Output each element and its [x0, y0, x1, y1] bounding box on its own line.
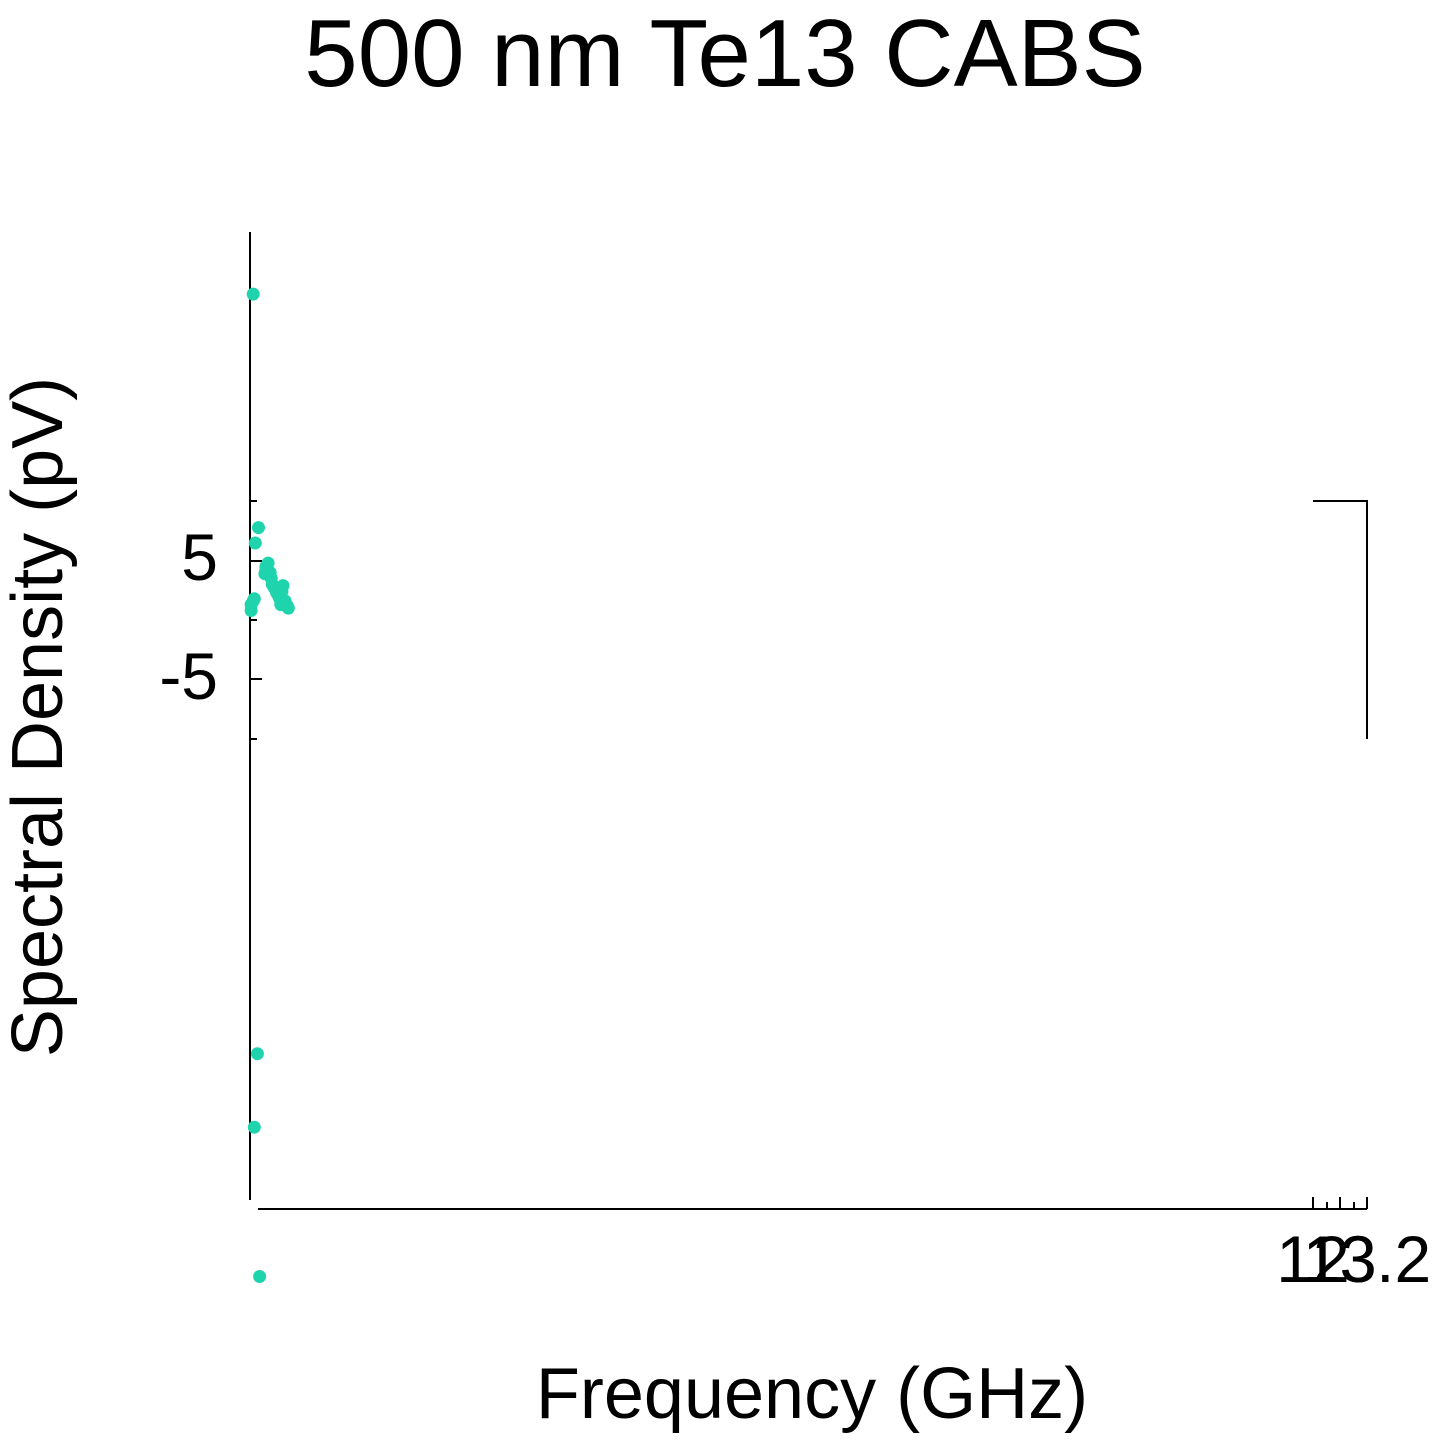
x-axis-label: Frequency (GHz) [536, 1354, 1088, 1434]
inset-frame [1313, 500, 1368, 739]
y-axis-label: Spectral Density (pV) [0, 377, 78, 1057]
y-tick-label: 5 [181, 520, 218, 594]
data-point [247, 1120, 261, 1134]
chart-title: 500 nm Te13 CABS [304, 0, 1145, 107]
data-point [252, 521, 265, 535]
data-point [253, 1270, 267, 1283]
x-tick-label: 13 [1303, 1222, 1376, 1296]
data-point [247, 592, 261, 606]
x-tick-label: 12 [1276, 1222, 1349, 1296]
data-point [246, 287, 260, 301]
y-tick-label: -5 [159, 639, 218, 713]
data-points [244, 287, 295, 1283]
x-tick-label: 13.2 [1303, 1222, 1431, 1296]
data-point [248, 536, 262, 550]
data-point [281, 601, 295, 615]
data-point [250, 1047, 264, 1061]
data-point [276, 579, 290, 593]
